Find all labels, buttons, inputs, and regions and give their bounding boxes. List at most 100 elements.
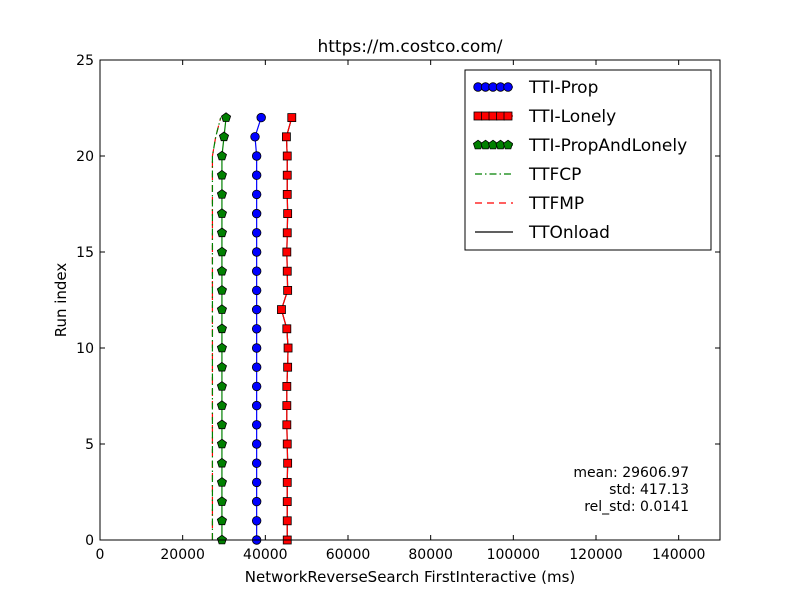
data-point-tti-propandlonely <box>216 457 227 468</box>
data-point-tti-propandlonely <box>216 361 227 372</box>
data-point-tti-lonely <box>282 132 291 142</box>
data-point-tti-prop <box>251 439 262 449</box>
data-point-tti-propandlonely <box>216 323 227 334</box>
data-point-tti-propandlonely <box>216 208 227 218</box>
legend-marker-tti-lonely <box>473 111 483 121</box>
data-point-tti-prop <box>251 208 262 219</box>
data-point-tti-lonely <box>282 151 292 161</box>
data-point-tti-prop <box>251 516 262 526</box>
data-point-tti-prop <box>251 324 262 334</box>
data-point-tti-prop <box>251 170 262 180</box>
legend-label-ttfmp: TTFMP <box>528 194 584 214</box>
data-point-tti-lonely <box>283 458 293 468</box>
legend-label-tti-propandlonely: TTI-PropAndLonely <box>528 136 687 156</box>
chart-title: https://m.costco.com/ <box>317 37 502 57</box>
axis-ticks: 0 20000 40000 60000 80000 100000 120000 140000 0… <box>76 53 720 563</box>
data-point-tti-prop <box>256 112 266 123</box>
data-point-tti-propandlonely <box>216 227 227 238</box>
stats-line: rel_std: 0.0141 <box>584 499 689 515</box>
data-point-tti-prop <box>251 381 262 392</box>
x-tick-label: 40000 <box>243 547 288 563</box>
data-point-tti-lonely <box>282 439 292 449</box>
legend-label-tti-lonely: TTI-Lonely <box>528 107 616 127</box>
data-point-tti-propandlonely <box>216 304 227 314</box>
series-tti-propandlonely <box>216 112 232 545</box>
data-point-tti-lonely <box>282 381 292 391</box>
plot-series <box>211 112 297 545</box>
data-point-tti-lonely <box>282 324 292 334</box>
legend-marker-tti-lonely <box>496 111 505 121</box>
plot-frame <box>99 59 721 541</box>
data-point-tti-prop <box>250 132 260 142</box>
x-axis-label: NetworkReverseSearch FirstInteractive (m… <box>245 568 576 586</box>
legend: TTI-Prop TTI-Lonely TTI-PropAndLonely TTFCP… <box>464 69 712 251</box>
x-tick-label: 120000 <box>569 547 622 563</box>
x-tick-label: 80000 <box>408 547 453 563</box>
data-point-tti-propandlonely <box>216 150 227 161</box>
data-point-tti-propandlonely <box>216 515 227 526</box>
data-point-tti-prop <box>251 400 262 411</box>
stats-line: std: 417.13 <box>609 482 689 498</box>
data-point-tti-propandlonely <box>216 285 227 295</box>
data-point-tti-prop <box>251 247 262 257</box>
legend-label-tti-prop: TTI-Prop <box>528 78 598 98</box>
data-point-tti-lonely <box>282 266 292 276</box>
series-tti-lonely <box>277 113 297 545</box>
legend-marker-tti-propandlonely <box>502 139 514 150</box>
legend-marker-tti-lonely <box>481 111 490 121</box>
data-point-tti-lonely <box>282 228 292 238</box>
y-tick-label: 5 <box>85 437 94 453</box>
data-point-tti-propandlonely <box>216 342 227 353</box>
data-point-tti-prop <box>251 151 262 161</box>
legend-marker-tti-lonely <box>488 111 498 121</box>
data-point-tti-propandlonely <box>216 438 227 449</box>
series-tti-prop <box>250 112 266 545</box>
data-point-tti-lonely <box>282 189 292 199</box>
y-tick-label: 25 <box>76 53 94 69</box>
data-point-tti-lonely <box>283 285 293 295</box>
data-point-tti-prop <box>251 477 262 488</box>
data-point-tti-prop <box>251 189 262 200</box>
legend-box <box>464 69 712 251</box>
legend-label-ttonload: TTOnload <box>528 223 610 243</box>
data-point-tti-lonely <box>282 516 292 526</box>
data-point-tti-lonely <box>282 497 292 507</box>
data-point-tti-propandlonely <box>216 400 227 410</box>
legend-label-ttfcp: TTFCP <box>528 165 581 185</box>
y-tick-label: 15 <box>76 245 94 261</box>
data-point-tti-prop <box>251 228 262 238</box>
data-point-tti-prop <box>251 343 262 353</box>
data-point-tti-prop <box>251 496 262 507</box>
data-point-tti-lonely <box>283 209 293 219</box>
data-point-tti-lonely <box>282 420 292 430</box>
data-point-tti-propandlonely <box>221 112 232 122</box>
data-point-tti-prop <box>251 458 262 468</box>
data-point-tti-lonely <box>282 170 292 180</box>
series-line-ttfcp <box>211 117 222 540</box>
data-point-tti-propandlonely <box>216 246 227 257</box>
y-tick-label: 0 <box>85 533 94 549</box>
data-point-tti-lonely <box>282 401 292 411</box>
data-point-tti-propandlonely <box>216 477 227 487</box>
data-point-tti-lonely <box>283 362 293 372</box>
data-point-tti-prop <box>251 362 262 372</box>
data-point-tti-prop <box>251 285 262 296</box>
data-point-tti-propandlonely <box>216 169 227 180</box>
data-point-tti-propandlonely <box>216 189 227 199</box>
data-point-tti-lonely <box>282 477 292 487</box>
y-tick-label: 20 <box>76 149 94 165</box>
data-point-tti-propandlonely <box>216 265 227 276</box>
data-point-tti-propandlonely <box>216 381 227 391</box>
x-tick-label: 0 <box>96 547 105 563</box>
x-tick-label: 60000 <box>326 547 371 563</box>
legend-marker-tti-prop <box>503 82 513 92</box>
data-point-tti-propandlonely <box>218 131 230 142</box>
data-point-tti-propandlonely <box>216 496 227 506</box>
data-point-tti-prop <box>251 420 262 430</box>
data-point-tti-propandlonely <box>216 419 227 430</box>
data-point-tti-prop <box>251 304 262 315</box>
data-point-tti-lonely <box>283 343 293 353</box>
